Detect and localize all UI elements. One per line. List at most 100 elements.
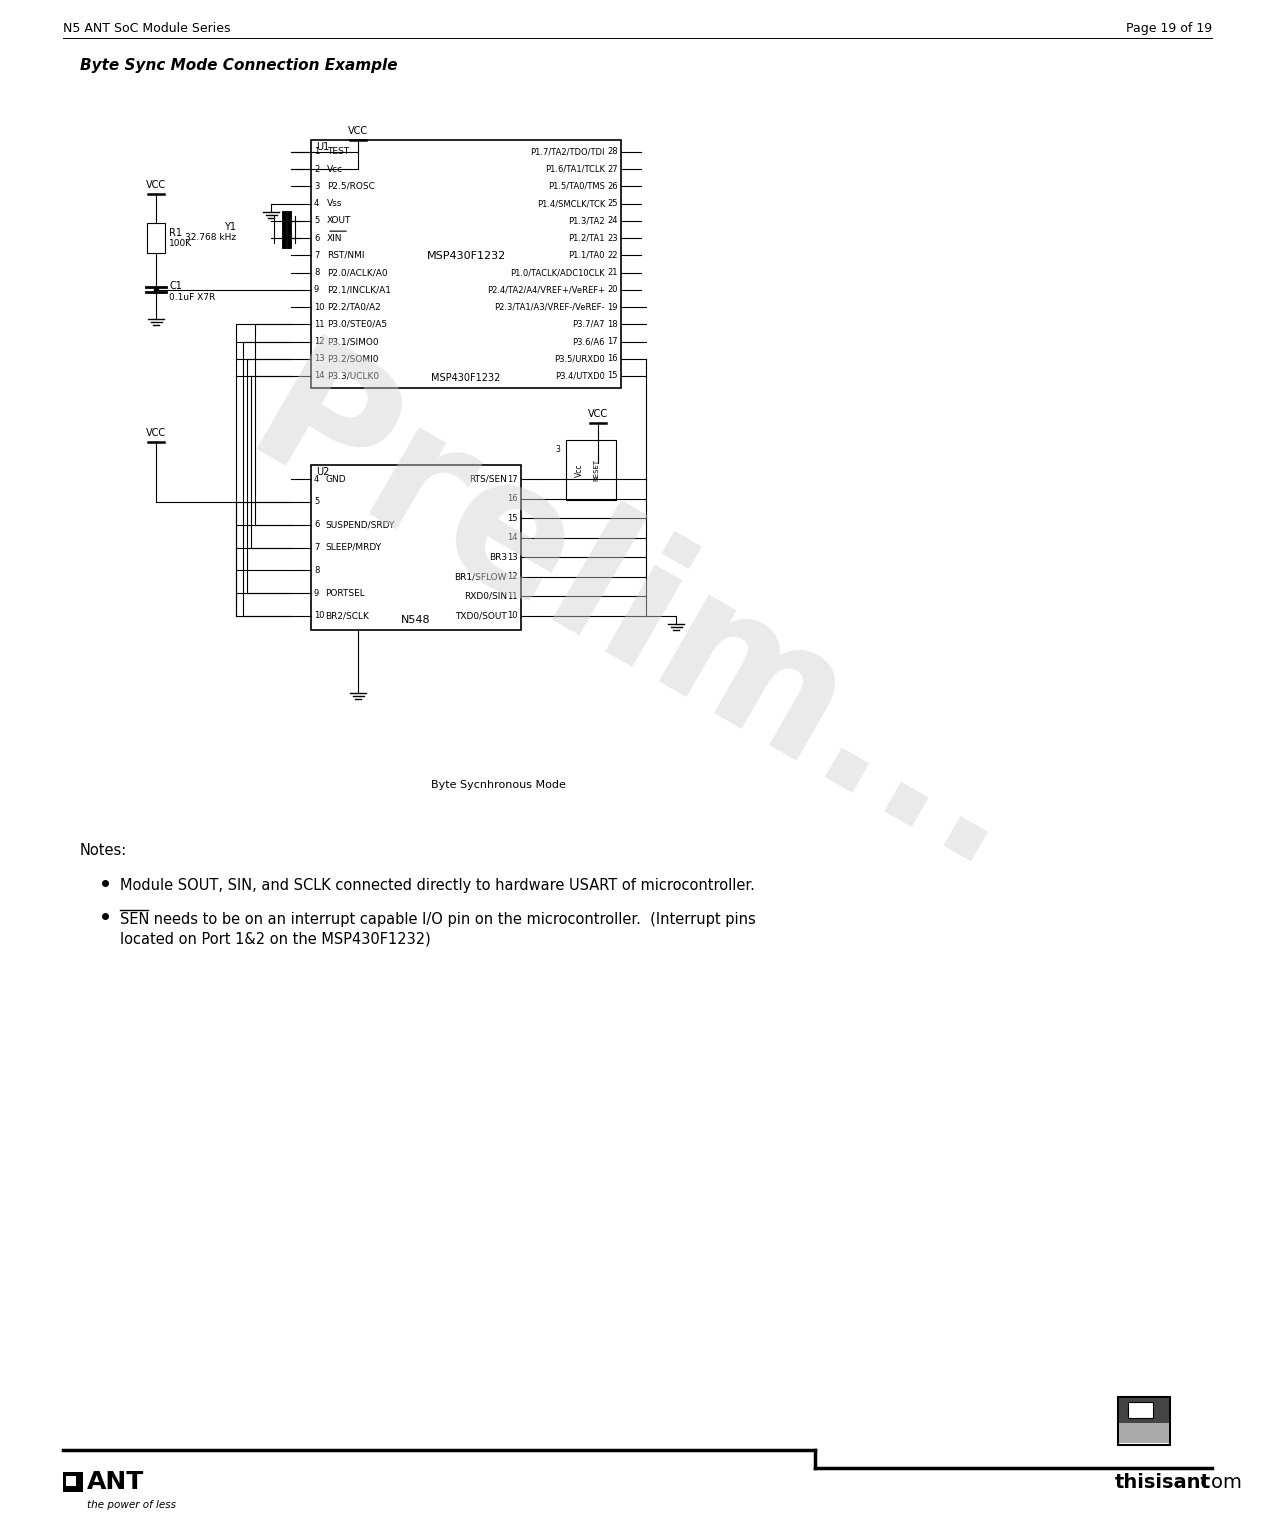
Text: XIN: XIN xyxy=(326,233,343,242)
Text: 20: 20 xyxy=(607,285,618,295)
Text: P1.2/TA1: P1.2/TA1 xyxy=(569,233,606,242)
Text: Notes:: Notes: xyxy=(80,844,128,858)
Text: RXD0/SIN: RXD0/SIN xyxy=(464,592,507,601)
Text: N5 ANT SoC Module Series: N5 ANT SoC Module Series xyxy=(62,21,231,35)
Text: 2: 2 xyxy=(314,164,319,173)
Text: 11: 11 xyxy=(314,319,325,328)
Text: 3: 3 xyxy=(556,445,561,454)
Text: thisisant: thisisant xyxy=(1116,1473,1211,1491)
Text: 4: 4 xyxy=(314,474,319,483)
Text: ANT: ANT xyxy=(87,1470,144,1494)
Text: VCC: VCC xyxy=(145,179,166,190)
Text: 12: 12 xyxy=(314,337,325,347)
Text: 24: 24 xyxy=(607,216,618,225)
Text: 13: 13 xyxy=(507,552,518,561)
Text: TXD0/SOUT: TXD0/SOUT xyxy=(455,612,507,620)
Text: TEST: TEST xyxy=(326,147,349,156)
Text: P3.7/A7: P3.7/A7 xyxy=(572,319,606,328)
Text: 6: 6 xyxy=(314,233,319,242)
Text: 32.768 kHz: 32.768 kHz xyxy=(185,233,236,242)
Text: 8: 8 xyxy=(314,566,319,575)
Text: 17: 17 xyxy=(507,474,518,483)
Text: Vcc: Vcc xyxy=(326,164,343,173)
Text: R1: R1 xyxy=(170,229,182,238)
Text: P1.7/TA2/TDO/TDI: P1.7/TA2/TDO/TDI xyxy=(530,147,606,156)
Text: RTS/SEN: RTS/SEN xyxy=(469,474,507,483)
Text: 7: 7 xyxy=(314,543,319,552)
Text: Vss: Vss xyxy=(326,199,343,209)
Text: P1.1/TA0: P1.1/TA0 xyxy=(569,252,606,259)
Text: SEN: SEN xyxy=(120,913,149,927)
Text: P1.5/TA0/TMS: P1.5/TA0/TMS xyxy=(548,183,606,190)
Text: 26: 26 xyxy=(607,183,618,190)
Text: RST/NMI: RST/NMI xyxy=(326,252,365,259)
Bar xyxy=(1118,1397,1170,1445)
Bar xyxy=(1119,1424,1169,1443)
Text: 9: 9 xyxy=(314,285,319,295)
Text: BR3: BR3 xyxy=(488,552,507,561)
Text: 23: 23 xyxy=(607,233,618,242)
Text: VCC: VCC xyxy=(145,428,166,439)
Text: P3.3/UCLK0: P3.3/UCLK0 xyxy=(326,371,379,380)
Text: .com: .com xyxy=(1195,1473,1243,1491)
Text: 6: 6 xyxy=(314,520,319,529)
Text: XOUT: XOUT xyxy=(326,216,352,225)
Text: VCC: VCC xyxy=(588,410,608,419)
Text: U2: U2 xyxy=(316,466,329,477)
Text: 5: 5 xyxy=(314,216,319,225)
Text: U1: U1 xyxy=(316,143,329,152)
Text: P2.0/ACLK/A0: P2.0/ACLK/A0 xyxy=(326,268,388,278)
Text: Page 19 of 19: Page 19 of 19 xyxy=(1126,21,1213,35)
Text: P3.4/UTXD0: P3.4/UTXD0 xyxy=(555,371,606,380)
Text: 10: 10 xyxy=(314,612,325,620)
Text: BR1/SFLOW: BR1/SFLOW xyxy=(454,572,507,581)
Text: 28: 28 xyxy=(607,147,618,156)
Text: VCC: VCC xyxy=(348,126,368,137)
Bar xyxy=(1128,1402,1153,1417)
Text: located on Port 1&2 on the MSP430F1232): located on Port 1&2 on the MSP430F1232) xyxy=(120,931,431,946)
Text: P3.5/URXD0: P3.5/URXD0 xyxy=(555,354,606,364)
Text: P1.6/TA1/TCLK: P1.6/TA1/TCLK xyxy=(544,164,606,173)
Bar xyxy=(311,140,621,388)
Text: Prelim...: Prelim... xyxy=(221,328,1053,911)
Text: MSP430F1232: MSP430F1232 xyxy=(431,373,501,384)
Text: GND: GND xyxy=(325,474,346,483)
Text: P2.2/TA0/A2: P2.2/TA0/A2 xyxy=(326,302,381,311)
Text: SUSPEND/SRDY: SUSPEND/SRDY xyxy=(325,520,394,529)
Text: 10: 10 xyxy=(314,302,325,311)
Text: Module SOUT, SIN, and SCLK connected directly to hardware USART of microcontroll: Module SOUT, SIN, and SCLK connected dir… xyxy=(120,877,755,893)
Bar xyxy=(566,440,616,500)
Text: needs to be on an interrupt capable I/O pin on the microcontroller.  (Interrupt : needs to be on an interrupt capable I/O … xyxy=(149,913,756,927)
Text: 18: 18 xyxy=(607,319,618,328)
Text: Vcc: Vcc xyxy=(575,463,584,477)
Text: 5: 5 xyxy=(314,497,319,506)
Text: PORTSEL: PORTSEL xyxy=(325,589,365,598)
Text: BR2/SCLK: BR2/SCLK xyxy=(325,612,368,620)
Text: P2.1/INCLK/A1: P2.1/INCLK/A1 xyxy=(326,285,391,295)
Text: Y1: Y1 xyxy=(224,221,236,232)
Text: 4: 4 xyxy=(314,199,319,209)
Text: 10: 10 xyxy=(507,612,518,620)
Text: C1: C1 xyxy=(170,281,182,291)
Text: 16: 16 xyxy=(607,354,618,364)
Text: the power of less: the power of less xyxy=(87,1500,176,1509)
Text: MSP430F1232: MSP430F1232 xyxy=(426,252,506,261)
Text: 3: 3 xyxy=(314,183,319,190)
Bar xyxy=(147,222,164,253)
Text: P3.1/SIMO0: P3.1/SIMO0 xyxy=(326,337,379,347)
Text: 27: 27 xyxy=(607,164,618,173)
Text: 12: 12 xyxy=(507,572,518,581)
Bar xyxy=(66,1476,76,1486)
Text: 22: 22 xyxy=(607,252,618,259)
Text: SLEEP/MRDY: SLEEP/MRDY xyxy=(325,543,381,552)
Bar xyxy=(1119,1397,1169,1424)
Text: P2.3/TA1/A3/VREF-/VeREF-: P2.3/TA1/A3/VREF-/VeREF- xyxy=(495,302,606,311)
Text: P3.0/STE0/A5: P3.0/STE0/A5 xyxy=(326,319,388,328)
Bar xyxy=(311,465,521,630)
Text: Byte Sync Mode Connection Example: Byte Sync Mode Connection Example xyxy=(80,58,398,74)
Text: 15: 15 xyxy=(607,371,618,380)
Text: P1.3/TA2: P1.3/TA2 xyxy=(569,216,606,225)
Text: 8: 8 xyxy=(314,268,319,278)
Text: N548: N548 xyxy=(402,615,431,624)
Text: 17: 17 xyxy=(607,337,618,347)
